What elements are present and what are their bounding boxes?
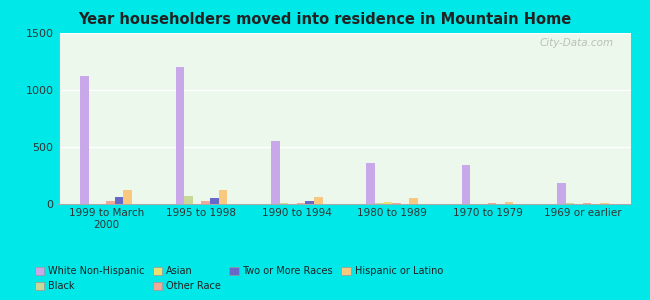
Bar — [557, 184, 566, 204]
Bar — [280, 203, 288, 204]
Bar — [202, 201, 210, 204]
Bar — [367, 163, 375, 204]
Bar — [210, 198, 218, 204]
Text: Year householders moved into residence in Mountain Home: Year householders moved into residence i… — [79, 12, 571, 27]
Bar — [218, 190, 227, 204]
Bar — [271, 141, 280, 204]
Bar — [600, 203, 608, 204]
Bar — [392, 203, 401, 204]
Bar — [488, 203, 496, 204]
Bar — [106, 201, 115, 204]
Bar — [566, 203, 574, 204]
Legend: White Non-Hispanic, Black, Asian, Other Race, Two or More Races, Hispanic or Lat: White Non-Hispanic, Black, Asian, Other … — [31, 262, 447, 295]
Bar — [176, 67, 185, 204]
Bar — [115, 197, 124, 204]
Bar — [504, 202, 514, 204]
Bar — [81, 76, 89, 204]
Bar — [185, 196, 193, 204]
Text: City-Data.com: City-Data.com — [540, 38, 614, 48]
Bar — [583, 203, 592, 204]
Bar — [384, 202, 392, 204]
Bar — [314, 197, 322, 204]
Bar — [297, 203, 306, 204]
Bar — [306, 201, 314, 204]
Bar — [410, 198, 418, 204]
Bar — [124, 190, 132, 204]
Bar — [462, 165, 471, 204]
Bar — [375, 203, 383, 204]
